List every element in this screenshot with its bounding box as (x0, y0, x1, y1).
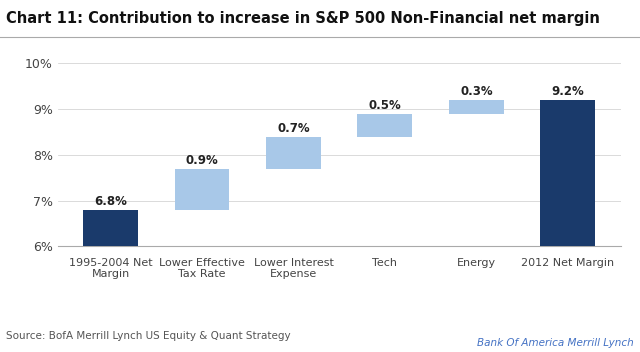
Bar (449, 100, 504, 114)
Text: 6.8%: 6.8% (94, 195, 127, 208)
Text: 0.5%: 0.5% (369, 99, 401, 112)
Text: 9.2%: 9.2% (552, 85, 584, 98)
Text: 0.3%: 0.3% (460, 85, 493, 98)
Text: 0.9%: 0.9% (186, 154, 218, 167)
Bar (175, 169, 230, 210)
Bar (83, 210, 138, 246)
Text: Bank Of America Merrill Lynch: Bank Of America Merrill Lynch (477, 339, 634, 348)
Text: 0.7%: 0.7% (277, 122, 310, 135)
Bar (358, 114, 412, 137)
Text: Source: BofA Merrill Lynch US Equity & Quant Strategy: Source: BofA Merrill Lynch US Equity & Q… (6, 332, 291, 341)
Text: Chart 11: Contribution to increase in S&P 500 Non-Financial net margin: Chart 11: Contribution to increase in S&… (6, 11, 600, 26)
Bar (540, 100, 595, 246)
Bar (266, 137, 321, 169)
